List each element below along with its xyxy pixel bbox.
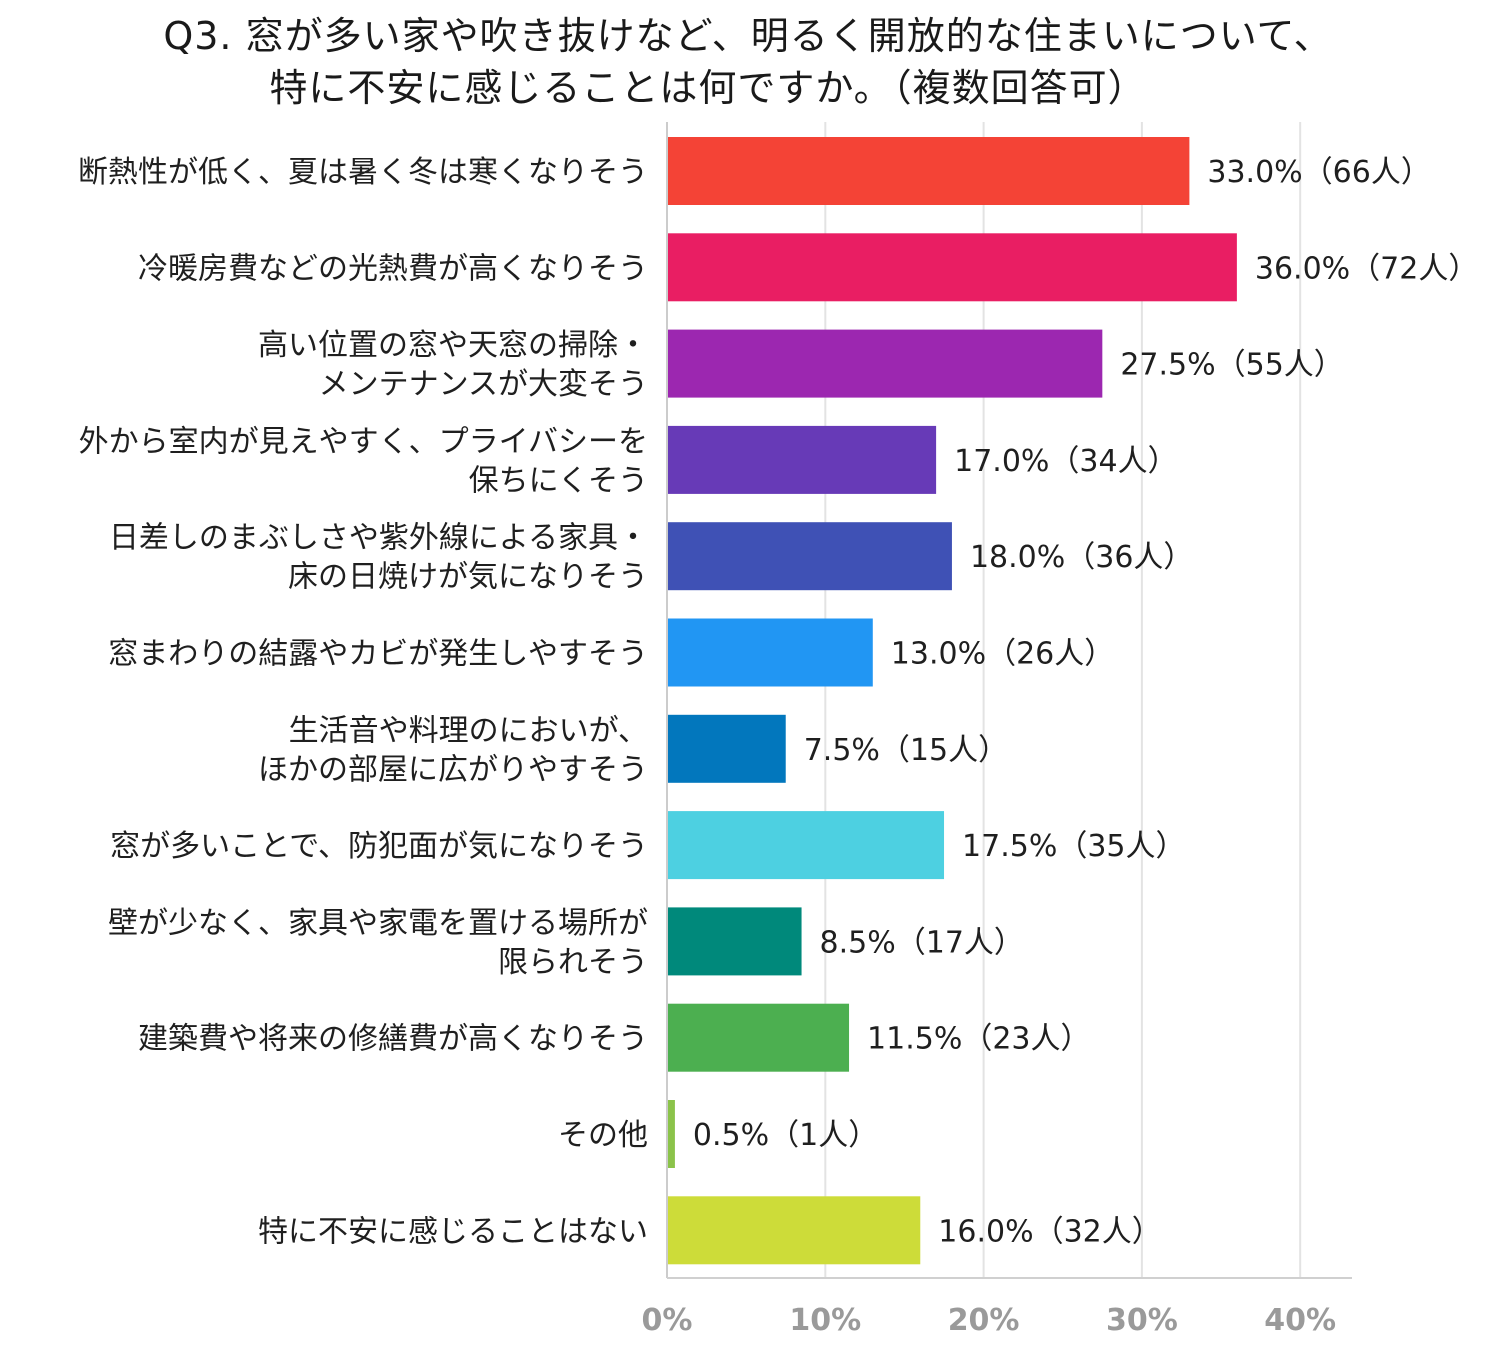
- category-label: 特に不安に感じることはない: [258, 1214, 648, 1249]
- category-label: 建築費や将来の修繕費が高くなりそう: [138, 1022, 648, 1057]
- data-label: 0.5%（1人）: [693, 1118, 878, 1153]
- x-tick-label: 40%: [1264, 1303, 1336, 1338]
- bar: [667, 233, 1237, 302]
- bar: [667, 1003, 850, 1072]
- category-label: 保ちにくそう: [469, 463, 648, 498]
- bar: [667, 1196, 921, 1265]
- data-label: 18.0%（36人）: [970, 540, 1193, 575]
- data-label: 17.0%（34人）: [954, 444, 1177, 479]
- data-label: 13.0%（26人）: [891, 637, 1114, 672]
- bar: [667, 811, 945, 880]
- bar: [667, 137, 1190, 205]
- x-tick-label: 30%: [1106, 1303, 1178, 1338]
- bar: [667, 1100, 675, 1168]
- category-label: 窓が多いことで、防犯面が気になりそう: [110, 829, 648, 864]
- category-label: 壁が少なく、家具や家電を置ける場所が: [108, 906, 648, 941]
- category-label: 窓まわりの結露やカビが発生しやすそう: [108, 637, 648, 672]
- x-tick-label: 10%: [789, 1303, 861, 1338]
- category-label: 日差しのまぶしさや紫外線による家具・: [109, 521, 648, 556]
- data-label: 36.0%（72人）: [1255, 251, 1478, 286]
- category-label: 限られそう: [498, 945, 648, 980]
- bar: [667, 714, 786, 783]
- category-label: 断熱性が低く、夏は暑く冬は寒くなりそう: [78, 155, 648, 190]
- category-label: 床の日焼けが気になりそう: [288, 560, 648, 595]
- category-label: メンテナンスが大変そう: [319, 367, 648, 402]
- chart-title-line-1: Q3. 窓が多い家や吹き抜けなど、明るく開放的な住まいについて、: [163, 14, 1333, 58]
- bar: [667, 907, 802, 976]
- chart-title-line-2: 特に不安に感じることは何ですか。（複数回答可）: [269, 66, 1147, 110]
- data-label: 33.0%（66人）: [1207, 155, 1430, 190]
- category-label: ほかの部屋に広がりやすそう: [258, 752, 648, 787]
- category-label: 生活音や料理のにおいが、: [289, 713, 648, 748]
- x-tick-label: 20%: [948, 1303, 1020, 1338]
- data-label: 8.5%（17人）: [820, 925, 1024, 960]
- bar: [667, 618, 873, 687]
- category-label: その他: [558, 1118, 648, 1153]
- data-label: 17.5%（35人）: [962, 829, 1185, 864]
- category-label: 高い位置の窓や天窓の掃除・: [258, 328, 648, 363]
- x-tick-label: 0%: [642, 1303, 693, 1338]
- category-label: 外から室内が見えやすく、プライバシーを: [79, 424, 648, 459]
- bar: [667, 522, 952, 591]
- data-label: 27.5%（55人）: [1120, 348, 1343, 383]
- bar: [667, 425, 937, 494]
- data-label: 7.5%（15人）: [804, 733, 1008, 768]
- bar: [667, 329, 1103, 398]
- data-label: 16.0%（32人）: [938, 1214, 1161, 1249]
- category-label: 冷暖房費などの光熱費が高くなりそう: [138, 251, 648, 286]
- data-label: 11.5%（23人）: [867, 1022, 1090, 1057]
